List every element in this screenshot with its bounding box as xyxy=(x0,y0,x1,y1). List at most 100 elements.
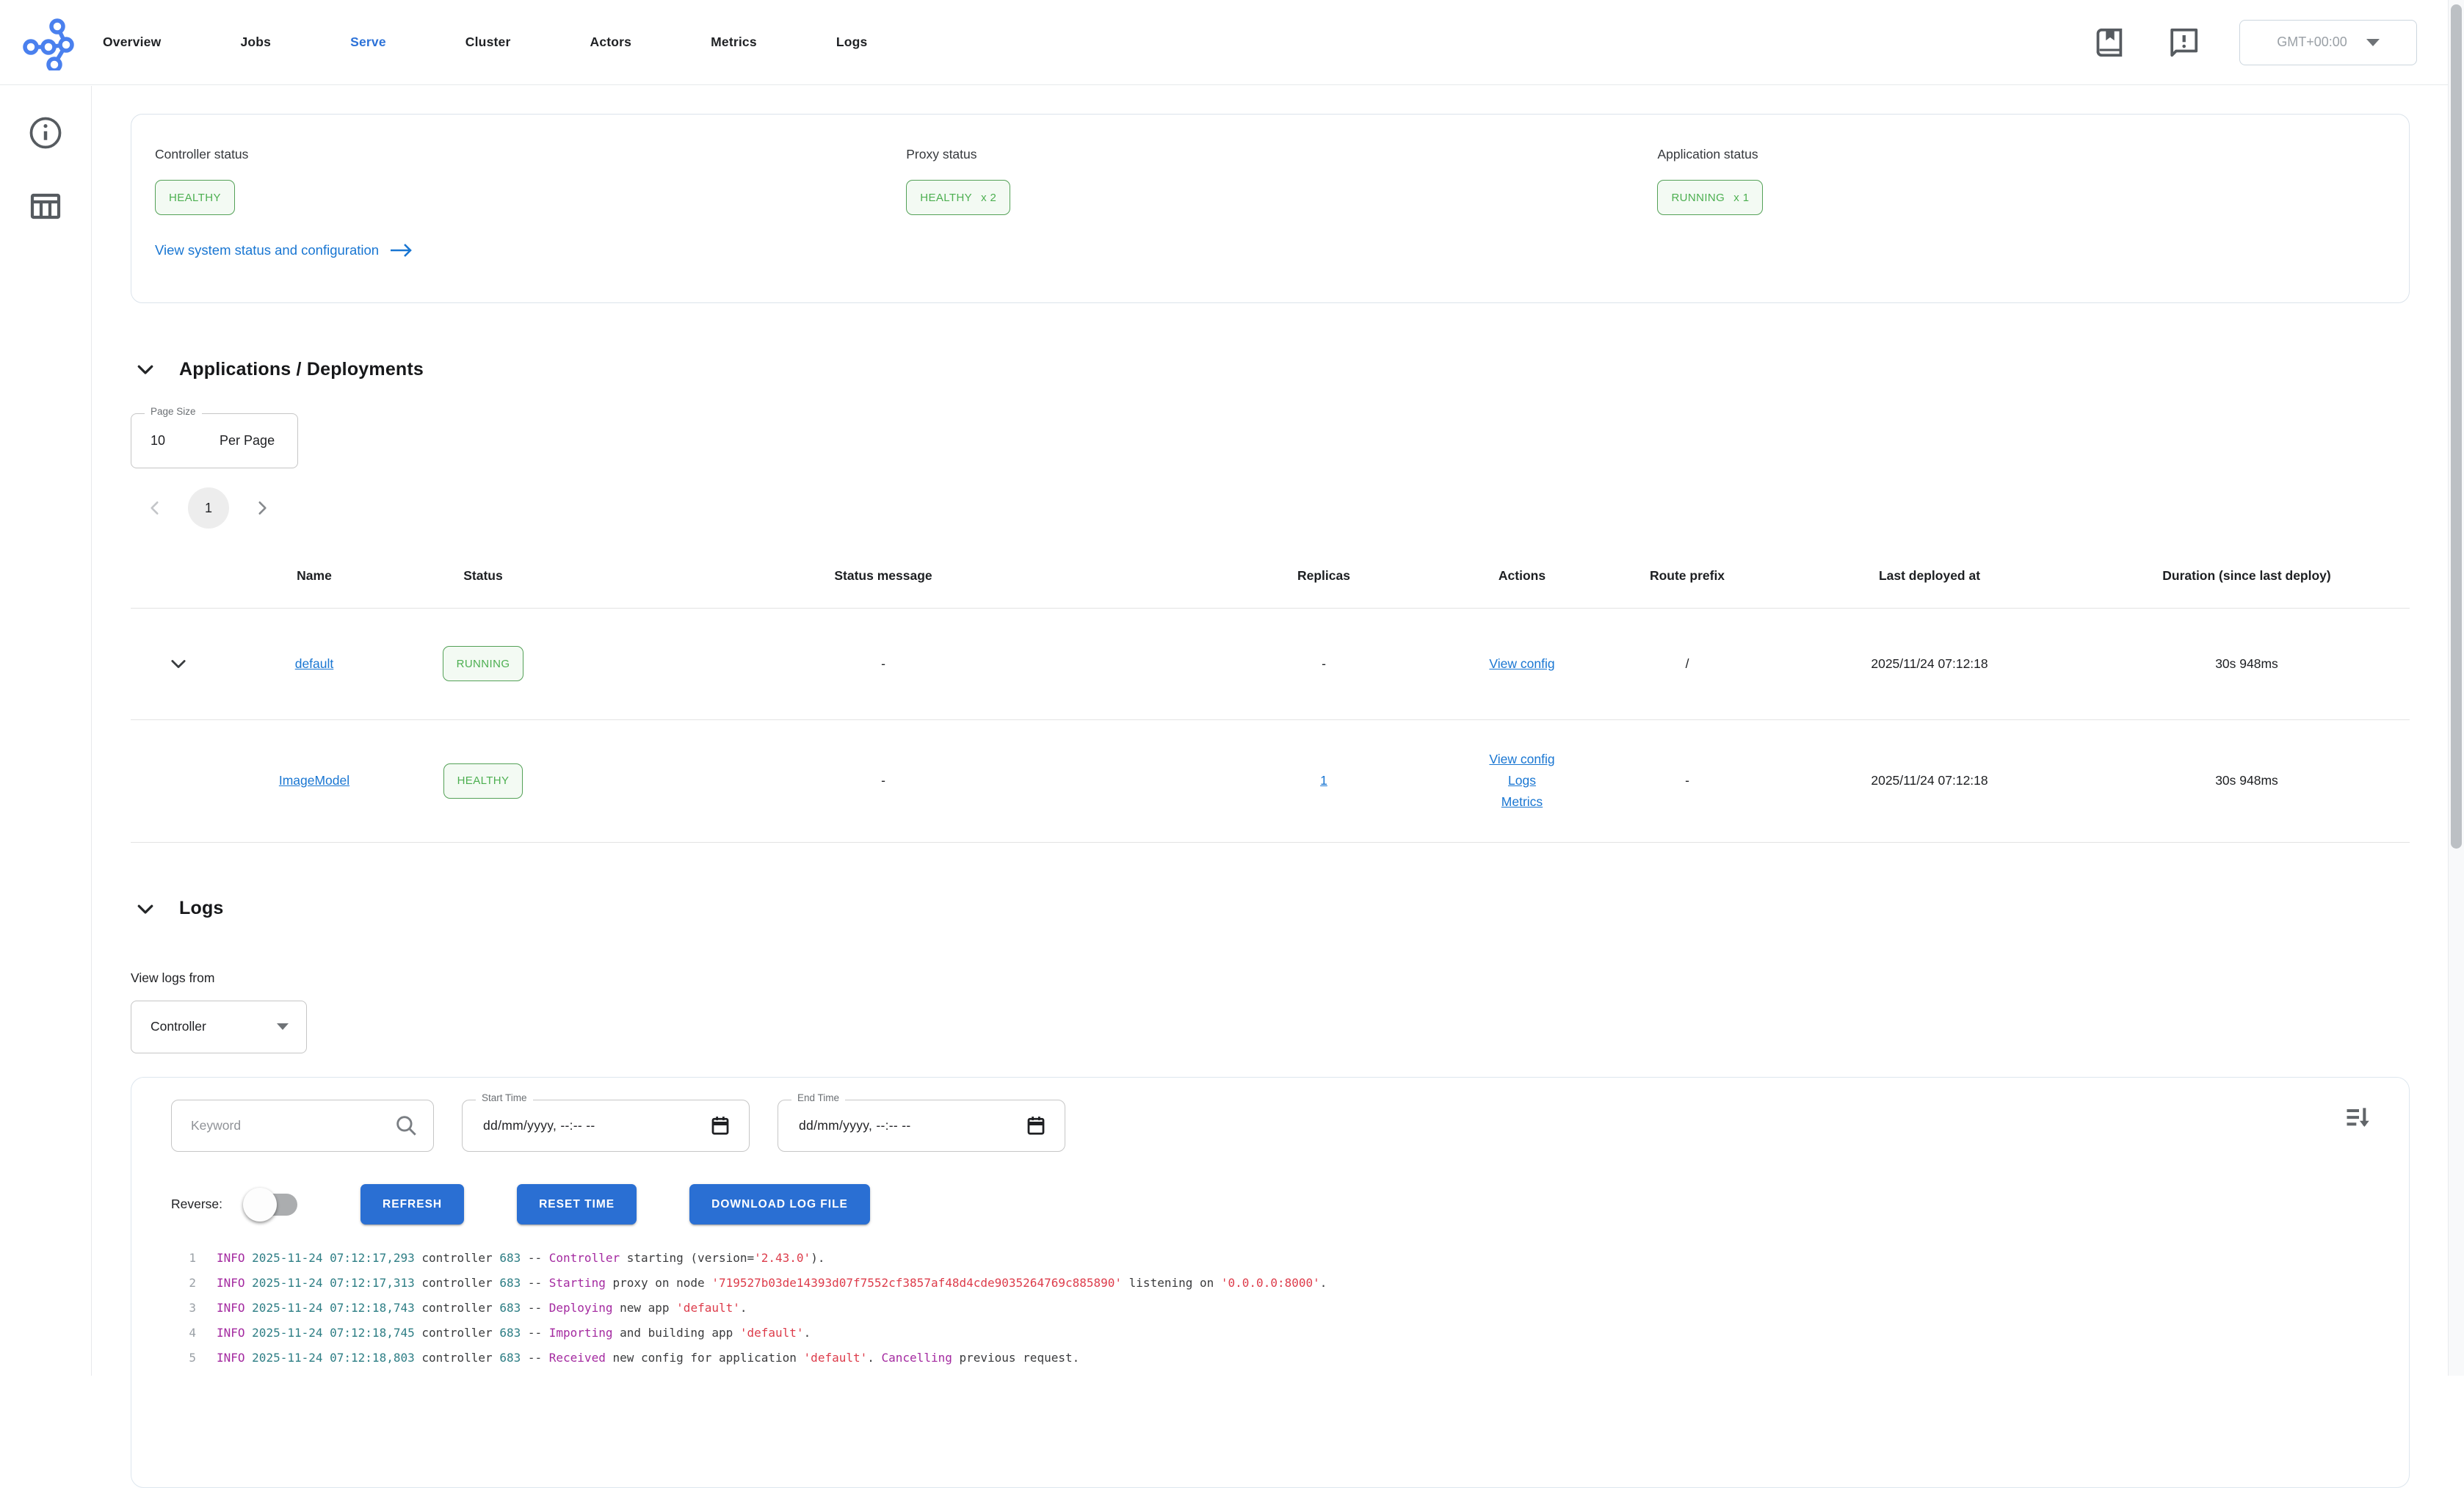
table-icon xyxy=(30,193,61,219)
info-button[interactable] xyxy=(28,115,63,150)
view-system-status-link[interactable]: View system status and configuration xyxy=(155,242,906,259)
metrics-link[interactable]: Metrics xyxy=(1501,794,1543,809)
application-status-badge: RUNNING x 1 xyxy=(1657,180,1764,215)
controller-status-value: HEALTHY xyxy=(169,191,221,204)
nav-item-serve[interactable]: Serve xyxy=(350,35,386,49)
proxy-status-block: Proxy status HEALTHY x 2 xyxy=(906,147,1657,302)
reset-time-button[interactable]: RESET TIME xyxy=(517,1184,637,1224)
reverse-label: Reverse: xyxy=(171,1197,223,1211)
reverse-toggle[interactable] xyxy=(243,1187,302,1222)
controller-status-label: Controller status xyxy=(155,147,249,161)
column-header-actions: Actions xyxy=(1498,568,1546,584)
status-message-cell: - xyxy=(881,773,885,788)
chevron-down-icon xyxy=(2366,38,2380,46)
table-row: default RUNNING - - View config / 2025/1… xyxy=(131,608,2410,719)
log-source-value: Controller xyxy=(151,1019,206,1034)
log-line: 3 INFO 2025-11-24 07:12:18,743 controller… xyxy=(189,1300,747,1315)
feedback-button[interactable] xyxy=(2166,25,2201,60)
arrow-right-icon xyxy=(391,244,412,257)
application-status-value: RUNNING xyxy=(1671,191,1725,204)
status-message-cell: - xyxy=(881,656,885,671)
chevron-down-icon xyxy=(171,660,186,669)
table-row: ImageModel HEALTHY - 1 View config Logs … xyxy=(131,719,2410,842)
log-line: 4 INFO 2025-11-24 07:12:18,745 controller… xyxy=(189,1325,811,1340)
sort-logs-button[interactable] xyxy=(2340,1100,2378,1138)
table-view-button[interactable] xyxy=(28,189,63,224)
view-logs-from-label: View logs from xyxy=(131,970,215,985)
nav-item-overview[interactable]: Overview xyxy=(103,35,162,49)
applications-collapse-button[interactable] xyxy=(131,355,160,384)
expand-row-button[interactable] xyxy=(164,649,193,678)
page-size-suffix: Per Page xyxy=(220,433,275,448)
page-size-value[interactable]: 10 xyxy=(151,433,166,448)
nav-item-actors[interactable]: Actors xyxy=(590,35,632,49)
previous-page-button[interactable] xyxy=(138,491,172,525)
log-lines: 1 INFO 2025-11-24 07:12:17,293 controller… xyxy=(171,1246,2409,1371)
applications-section-title: Applications / Deployments xyxy=(179,358,424,380)
column-header-last-deployed: Last deployed at xyxy=(1878,568,1981,584)
expand-column-header xyxy=(131,545,226,608)
column-header-status-message: Status message xyxy=(834,568,932,584)
chevron-left-icon xyxy=(151,501,159,515)
column-header-duration: Duration (since last deploy) xyxy=(2162,568,2331,584)
system-status-card: Controller status HEALTHY View system st… xyxy=(131,114,2410,303)
application-status-label: Application status xyxy=(1657,147,1758,161)
logs-link[interactable]: Logs xyxy=(1508,773,1536,788)
status-badge: HEALTHY xyxy=(443,763,523,799)
chevron-down-icon xyxy=(137,904,153,914)
application-status-count: x 1 xyxy=(1733,191,1750,204)
page-size-input[interactable]: Page Size 10 Per Page xyxy=(131,406,298,468)
column-header-route-prefix: Route prefix xyxy=(1649,568,1725,584)
end-time-label: End Time xyxy=(791,1092,846,1103)
logs-collapse-button[interactable] xyxy=(131,894,160,923)
application-status-block: Application status RUNNING x 1 xyxy=(1657,147,2408,302)
log-line: 5 INFO 2025-11-24 07:12:18,803 controller… xyxy=(189,1350,1080,1365)
nav-item-logs[interactable]: Logs xyxy=(836,35,868,49)
next-page-button[interactable] xyxy=(245,491,279,525)
scrollbar-thumb[interactable] xyxy=(2451,4,2462,849)
calendar-icon[interactable] xyxy=(709,1114,731,1136)
calendar-icon[interactable] xyxy=(1025,1114,1047,1136)
start-time-value[interactable]: dd/mm/yyyy, --:-- -- xyxy=(483,1117,595,1133)
end-time-value[interactable]: dd/mm/yyyy, --:-- -- xyxy=(799,1117,911,1133)
search-icon[interactable] xyxy=(394,1113,418,1138)
replicas-link[interactable]: 1 xyxy=(1320,773,1327,788)
nav-item-cluster[interactable]: Cluster xyxy=(465,35,511,49)
page-number-button[interactable]: 1 xyxy=(188,487,229,529)
nav-item-metrics[interactable]: Metrics xyxy=(711,35,757,49)
proxy-status-badge: HEALTHY x 2 xyxy=(906,180,1011,215)
start-time-field[interactable]: Start Time dd/mm/yyyy, --:-- -- xyxy=(462,1092,750,1152)
download-log-file-button[interactable]: DOWNLOAD LOG FILE xyxy=(689,1184,870,1224)
view-config-link[interactable]: View config xyxy=(1489,752,1555,766)
feedback-icon xyxy=(2170,28,2198,57)
chevron-down-icon xyxy=(137,365,153,374)
log-source-select[interactable]: Controller xyxy=(131,1000,307,1053)
refresh-button[interactable]: REFRESH xyxy=(360,1184,465,1224)
table-header-row: Name Status Status message Replicas Acti… xyxy=(131,545,2410,608)
keyword-search-field[interactable] xyxy=(171,1099,434,1152)
main-content: Controller status HEALTHY View system st… xyxy=(92,86,2448,1488)
nav-item-jobs[interactable]: Jobs xyxy=(240,35,272,49)
proxy-status-label: Proxy status xyxy=(906,147,977,161)
logs-panel: Start Time dd/mm/yyyy, --:-- -- End Time… xyxy=(131,1076,2410,1488)
deployment-name-link[interactable]: ImageModel xyxy=(278,773,350,788)
last-deployed-cell: 2025/11/24 07:12:18 xyxy=(1871,656,1988,671)
log-line: 1 INFO 2025-11-24 07:12:17,293 controller… xyxy=(189,1250,825,1265)
nav-items: Overview Jobs Serve Cluster Actors Metri… xyxy=(103,35,867,50)
log-line: 2 INFO 2025-11-24 07:12:17,313 controller… xyxy=(189,1275,1327,1290)
app-name-link[interactable]: default xyxy=(294,656,334,671)
sort-descending-icon xyxy=(2347,1107,2369,1127)
scrollbar-track[interactable] xyxy=(2448,0,2464,1376)
last-deployed-cell: 2025/11/24 07:12:18 xyxy=(1871,773,1988,788)
timezone-value: GMT+00:00 xyxy=(2277,35,2347,49)
view-system-status-label[interactable]: View system status and configuration xyxy=(155,242,380,258)
docs-button[interactable] xyxy=(2092,25,2128,60)
ray-logo[interactable] xyxy=(21,15,76,70)
chevron-down-icon xyxy=(277,1023,289,1030)
end-time-field[interactable]: End Time dd/mm/yyyy, --:-- -- xyxy=(778,1092,1065,1152)
view-config-link[interactable]: View config xyxy=(1489,656,1555,671)
duration-cell: 30s 948ms xyxy=(2215,773,2278,788)
timezone-select[interactable]: GMT+00:00 xyxy=(2239,19,2417,65)
keyword-input[interactable] xyxy=(191,1117,394,1133)
page-size-label: Page Size xyxy=(145,406,202,417)
